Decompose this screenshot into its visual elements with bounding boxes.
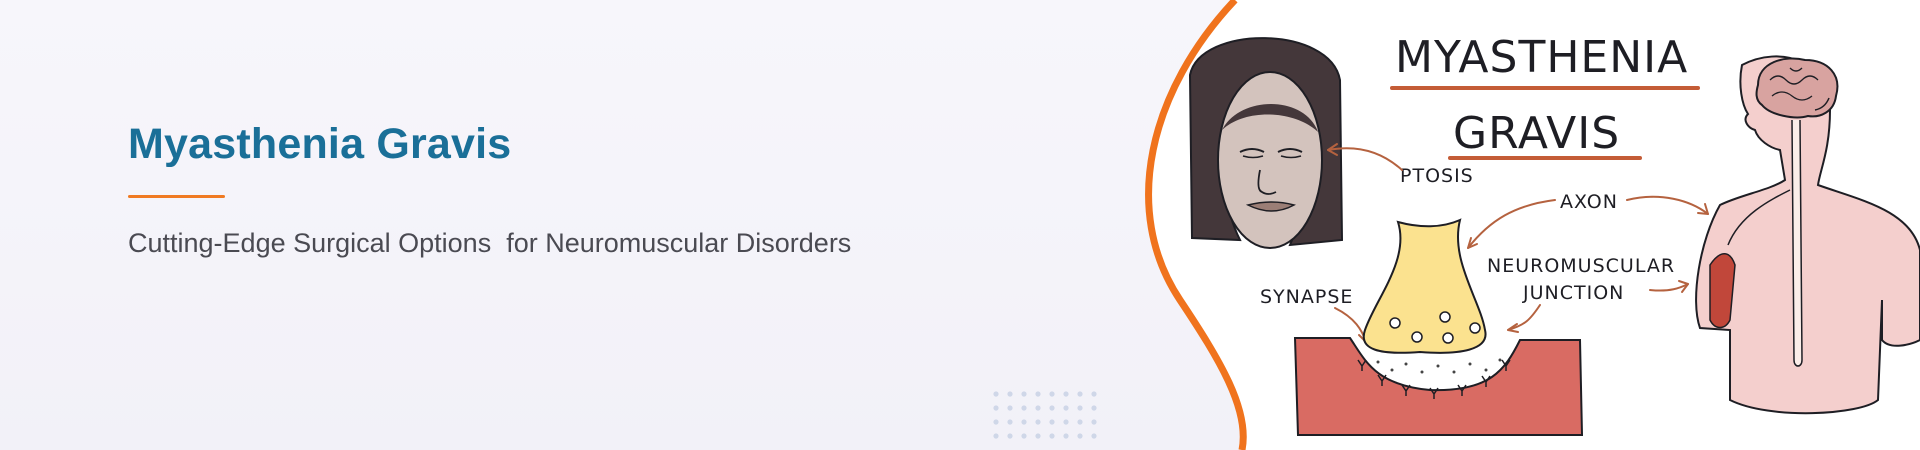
synaptic-dots bbox=[1376, 358, 1502, 374]
body-figure bbox=[1695, 55, 1920, 415]
page-subtitle: Cutting-Edge Surgical Options for Neurom… bbox=[128, 228, 852, 258]
dot-pattern-decoration bbox=[993, 391, 1097, 439]
page-title: Myasthenia Gravis bbox=[128, 120, 512, 168]
face-drawing bbox=[1188, 37, 1344, 249]
vesicles bbox=[1389, 311, 1481, 344]
illustration-heading-line1: MYASTHENIA bbox=[1395, 32, 1688, 83]
label-nmj-line2: JUNCTION bbox=[1522, 282, 1624, 304]
label-nmj-line1: NEUROMUSCULAR bbox=[1487, 255, 1675, 277]
muscle-tissue bbox=[1293, 337, 1584, 436]
label-arrows bbox=[1327, 143, 1709, 343]
brain-icon bbox=[1755, 57, 1839, 119]
banner-text: Myasthenia Gravis Cutting-Edge Surgical … bbox=[128, 120, 851, 259]
label-synapse: SYNAPSE bbox=[1260, 286, 1353, 308]
label-axon: AXON bbox=[1560, 191, 1618, 213]
label-ptosis: PTOSIS bbox=[1400, 165, 1474, 187]
myasthenia-illustration: MYASTHENIA GRAVIS PTOSIS AXON NEUROMUSCU… bbox=[1145, 0, 1920, 450]
illustration-heading-line2: GRAVIS bbox=[1453, 108, 1620, 159]
title-underline bbox=[128, 195, 225, 198]
receptors bbox=[1357, 359, 1511, 399]
orange-curve-border bbox=[1145, 0, 1247, 450]
